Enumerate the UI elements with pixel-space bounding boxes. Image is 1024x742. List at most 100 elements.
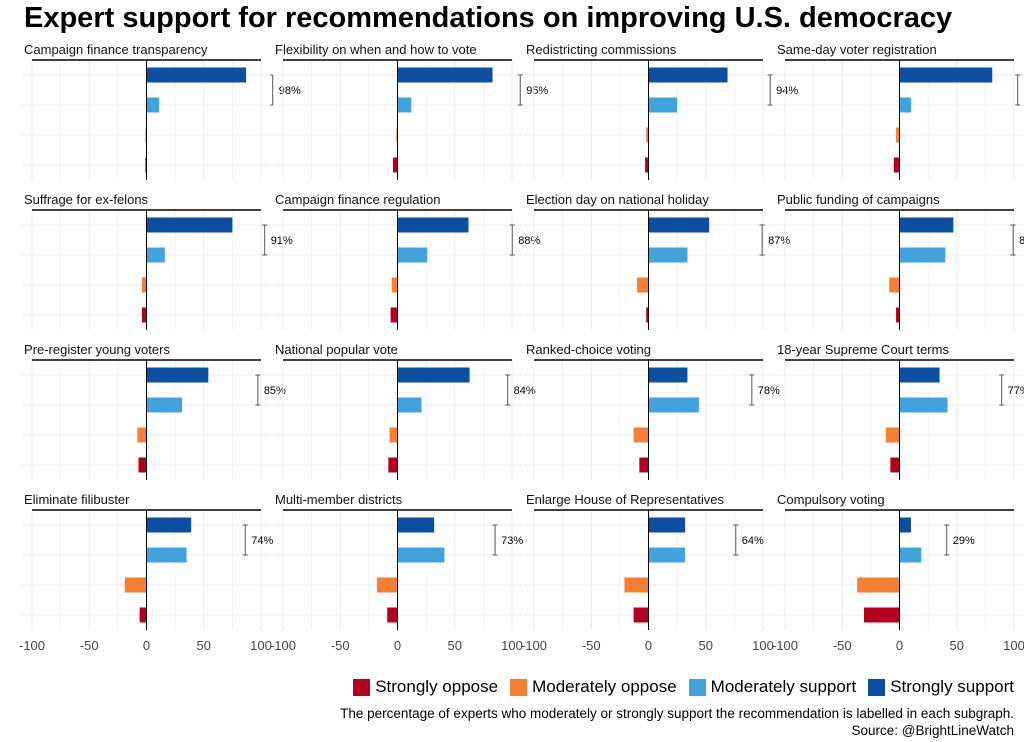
panel-redistricting-commissions: Redistricting commissions 94% [524,42,798,180]
support-percentage-label: 64% [742,535,764,547]
bar-moderately-oppose [141,277,147,293]
bar-strongly-oppose [141,307,147,323]
support-percentage-label: 78% [758,385,780,397]
panel-enlarge-house-of-representatives: Enlarge House of Representatives 64% -100 -… [521,492,774,653]
panel-campaign-finance-regulation: Campaign finance regulation 88% [273,192,540,330]
bar-moderately-oppose [389,427,398,443]
bar-moderately-support [397,97,412,113]
x-tick-label: 0 [896,638,903,653]
bar-strongly-oppose [645,157,649,173]
panel-title: Pre-register young voters [24,342,170,357]
bar-strongly-support [146,67,247,83]
bar-strongly-support [648,67,728,83]
bar-strongly-oppose [893,157,900,173]
footnote-note: The percentage of experts who moderately… [340,706,1014,721]
x-tick-label: 50 [699,638,713,653]
bar-moderately-oppose [391,277,398,293]
bar-moderately-support [146,247,165,263]
bar-strongly-oppose [388,457,398,473]
panel-18-year-supreme-court-terms: 18-year Supreme Court terms 77% [775,342,1024,480]
panel-title: National popular vote [275,342,398,357]
chart-legend: Strongly oppose Moderately oppose Modera… [341,677,1014,697]
panel-title: Redistricting commissions [526,42,677,57]
bar-moderately-oppose [896,127,900,143]
panel-title: Same-day voter registration [777,42,937,57]
panel-title: Ranked-choice voting [526,342,651,357]
x-tick-label: 50 [197,638,211,653]
bar-moderately-support [648,247,688,263]
x-tick-label: -100 [772,638,798,653]
bar-strongly-oppose [864,607,900,623]
x-tick-label: -50 [80,638,99,653]
panel-title: Suffrage for ex-felons [24,192,149,207]
legend-swatch-moderately-oppose [510,678,528,696]
bar-strongly-oppose [392,157,398,173]
x-tick-label: -50 [833,638,852,653]
x-tick-label: 100 [752,638,774,653]
panel-campaign-finance-transparency: Campaign finance transparency 98% [22,42,301,180]
bar-moderately-support [397,397,422,413]
bar-strongly-support [899,367,940,383]
panel-title: Campaign finance transparency [24,42,208,57]
x-tick-label: -100 [19,638,45,653]
bar-moderately-oppose [885,427,900,443]
bar-strongly-oppose [633,607,649,623]
support-percentage-label: 77% [1008,385,1024,397]
support-percentage-label: 29% [953,535,975,547]
bar-moderately-oppose [124,577,147,593]
bar-moderately-support [146,547,187,563]
panel-eliminate-filibuster: Eliminate filibuster 74% -100 -50 0 50 100 [19,492,273,653]
x-tick-label: 50 [448,638,462,653]
bar-moderately-oppose [137,427,147,443]
bar-moderately-support [397,247,428,263]
legend-swatch-strongly-support [868,678,886,696]
panel-title: Enlarge House of Representatives [526,492,725,507]
bar-strongly-support [899,517,911,533]
support-percentage-label: 94% [776,85,798,97]
bar-strongly-support [397,517,435,533]
bar-strongly-support [648,517,686,533]
legend-label-moderately-oppose: Moderately oppose [532,677,677,696]
panel-ranked-choice-voting: Ranked-choice voting 78% [524,342,780,480]
bar-moderately-support [648,397,699,413]
support-percentage-label: 84% [514,385,536,397]
panel-public-funding-of-campaigns: Public funding of campaigns 87% [775,192,1024,330]
x-tick-label: 50 [950,638,964,653]
x-tick-label: 0 [645,638,652,653]
bar-moderately-support [397,547,445,563]
bar-strongly-oppose [646,307,649,323]
bar-strongly-oppose [896,307,900,323]
bar-strongly-support [397,67,493,83]
page-title: Expert support for recommendations on im… [24,2,953,34]
panel-flexibility-on-when-and-how-to-vote: Flexibility on when and how to vote 95% [273,42,549,180]
panel-suffrage-for-ex-felons: Suffrage for ex-felons 91% [22,192,293,330]
bar-strongly-oppose [387,607,398,623]
support-percentage-label: 85% [264,385,286,397]
bar-moderately-oppose [624,577,649,593]
legend-swatch-moderately-support [688,678,706,696]
legend-label-strongly-oppose: Strongly oppose [375,677,499,696]
bar-moderately-support [899,547,922,563]
legend-item-moderately-support: Moderately support [688,677,857,697]
panel-pre-register-young-voters: Pre-register young voters 85% [22,342,286,480]
x-tick-label: -100 [270,638,296,653]
bar-moderately-support [146,97,160,113]
support-percentage-label: 87% [1019,235,1024,247]
bar-moderately-oppose [637,277,649,293]
x-tick-label: -50 [331,638,350,653]
x-tick-label: 100 [501,638,523,653]
panel-title: Compulsory voting [777,492,885,507]
bar-strongly-support [146,367,209,383]
x-tick-label: 0 [143,638,150,653]
bar-moderately-support [648,547,686,563]
panel-multi-member-districts: Multi-member districts 73% -100 -50 0 50 100 [270,492,523,653]
panel-title: Campaign finance regulation [275,192,441,207]
legend-swatch-strongly-oppose [353,678,371,696]
panel-title: Election day on national holiday [526,192,709,207]
bar-moderately-support [146,397,182,413]
support-percentage-label: 74% [251,535,273,547]
panel-compulsory-voting: Compulsory voting 29% -100 -50 0 50 100 [772,492,1024,653]
legend-label-moderately-support: Moderately support [710,677,857,696]
support-percentage-label: 91% [271,235,293,247]
